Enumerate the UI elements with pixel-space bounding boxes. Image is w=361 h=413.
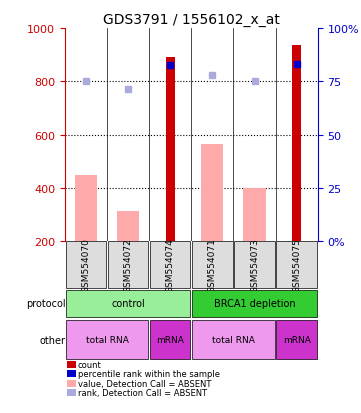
- FancyBboxPatch shape: [192, 290, 317, 317]
- FancyBboxPatch shape: [234, 242, 275, 288]
- FancyBboxPatch shape: [66, 290, 191, 317]
- FancyBboxPatch shape: [192, 242, 232, 288]
- FancyBboxPatch shape: [150, 320, 191, 359]
- FancyBboxPatch shape: [66, 320, 148, 359]
- Text: mRNA: mRNA: [156, 335, 184, 344]
- Bar: [243, 189, 266, 242]
- FancyBboxPatch shape: [277, 242, 317, 288]
- Title: GDS3791 / 1556102_x_at: GDS3791 / 1556102_x_at: [103, 12, 280, 26]
- Text: rank, Detection Call = ABSENT: rank, Detection Call = ABSENT: [78, 388, 207, 397]
- Text: percentile rank within the sample: percentile rank within the sample: [78, 369, 219, 378]
- Text: total RNA: total RNA: [86, 335, 129, 344]
- Text: GSM554073: GSM554073: [250, 237, 259, 292]
- FancyBboxPatch shape: [150, 242, 191, 288]
- FancyBboxPatch shape: [66, 242, 106, 288]
- Text: other: other: [40, 335, 66, 345]
- Text: GSM554072: GSM554072: [124, 238, 132, 292]
- Bar: [67, 370, 75, 377]
- Text: count: count: [78, 360, 101, 369]
- Text: GSM554075: GSM554075: [292, 237, 301, 292]
- Text: protocol: protocol: [26, 298, 66, 308]
- Bar: [67, 389, 75, 396]
- Bar: [75, 175, 97, 242]
- FancyBboxPatch shape: [277, 320, 317, 359]
- Text: mRNA: mRNA: [283, 335, 310, 344]
- FancyBboxPatch shape: [192, 320, 275, 359]
- Text: control: control: [111, 298, 145, 308]
- Bar: [117, 211, 139, 242]
- Bar: [292, 45, 301, 242]
- Bar: [201, 145, 223, 242]
- Text: total RNA: total RNA: [212, 335, 255, 344]
- Text: GSM554071: GSM554071: [208, 237, 217, 292]
- FancyBboxPatch shape: [108, 242, 148, 288]
- Bar: [166, 57, 175, 242]
- Text: GSM554074: GSM554074: [166, 238, 175, 292]
- Text: BRCA1 depletion: BRCA1 depletion: [214, 298, 295, 308]
- Bar: [67, 380, 75, 387]
- Text: value, Detection Call = ABSENT: value, Detection Call = ABSENT: [78, 379, 211, 388]
- Text: GSM554070: GSM554070: [82, 237, 91, 292]
- Bar: [67, 361, 75, 368]
